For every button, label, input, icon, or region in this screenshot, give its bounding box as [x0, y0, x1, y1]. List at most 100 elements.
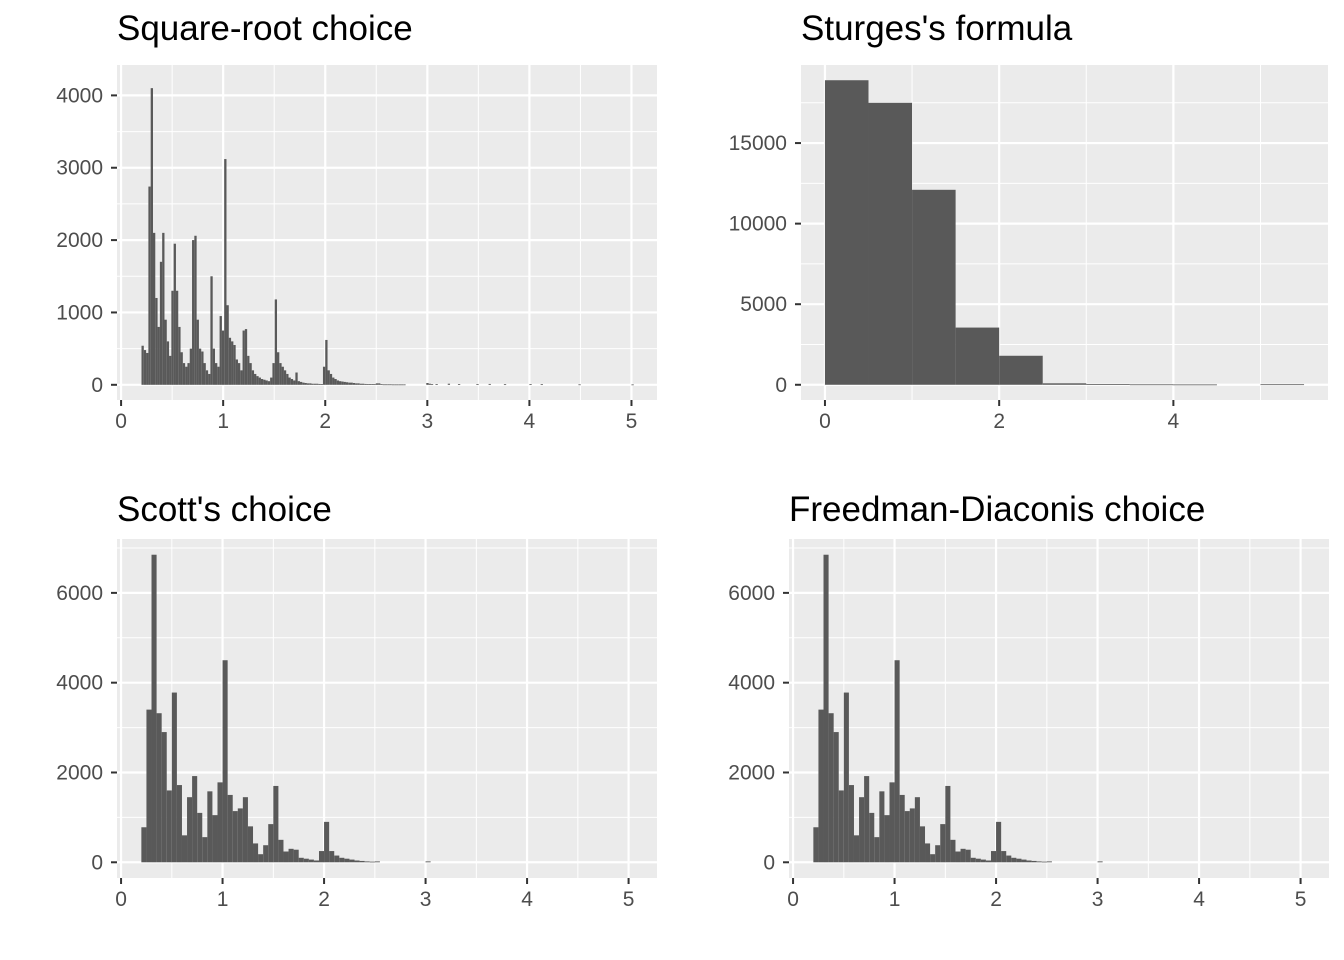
histogram-bar: [357, 383, 360, 385]
histogram-bar: [828, 713, 834, 863]
histogram-bar: [430, 384, 434, 386]
histogram-bar: [384, 384, 388, 386]
histogram-bar: [329, 851, 335, 863]
histogram-bar: [226, 305, 229, 385]
histogram-bar: [380, 384, 383, 386]
histogram-bar: [240, 370, 243, 385]
x-tick-label: 4: [1193, 888, 1205, 911]
histogram-bar: [428, 383, 431, 385]
histogram-bar: [166, 790, 172, 863]
histogram-bar: [141, 345, 144, 385]
histogram-bar: [980, 859, 986, 863]
histogram-bar: [205, 370, 209, 385]
y-tick-label: 0: [91, 851, 103, 874]
histogram-bar: [344, 858, 350, 863]
histogram-bar: [231, 341, 234, 385]
histogram-bar: [824, 80, 869, 385]
histogram-bar: [164, 319, 167, 385]
histogram-bar: [247, 355, 250, 385]
histogram-bar: [1041, 861, 1047, 863]
histogram-bar: [912, 189, 956, 385]
histogram-bar: [148, 186, 151, 385]
histogram-bar: [156, 713, 162, 863]
histogram-bar: [396, 384, 399, 386]
histogram-bar: [237, 363, 241, 385]
histogram-bar: [884, 815, 890, 863]
histogram-bar: [332, 377, 335, 385]
histogram-bar: [304, 383, 307, 385]
histogram-bar: [345, 382, 349, 385]
histogram-bar: [965, 849, 971, 863]
histogram-bar: [171, 290, 174, 385]
histogram-bar: [371, 384, 374, 385]
histogram-bar: [169, 355, 172, 385]
histogram-bar: [198, 348, 202, 385]
histogram-bar: [265, 380, 268, 385]
histogram-bar: [146, 709, 152, 863]
histogram-bar: [1006, 855, 1012, 863]
histogram-bar: [143, 350, 147, 385]
histogram-bar: [366, 384, 369, 385]
histogram-bar: [258, 377, 261, 385]
histogram-bar: [187, 363, 190, 385]
histogram-bar: [251, 370, 255, 385]
histogram-bar: [267, 381, 271, 385]
histogram-bar: [217, 782, 223, 863]
histogram-bar: [394, 384, 397, 386]
histogram-bar: [217, 366, 220, 385]
histogram-bar: [339, 381, 342, 385]
histogram-bar: [279, 363, 282, 385]
histogram-bar: [975, 858, 981, 863]
histogram-bar: [263, 379, 266, 385]
y-tick-label: 15000: [729, 132, 787, 155]
histogram-bar: [1026, 860, 1032, 863]
histogram-bar: [162, 232, 165, 385]
histogram-bar: [263, 845, 269, 863]
histogram-bar: [859, 797, 865, 863]
y-tick-label: 4000: [56, 672, 103, 695]
histogram-bar: [313, 860, 319, 863]
histogram-bar: [339, 857, 345, 863]
histogram-bar: [192, 240, 195, 385]
x-tick-label: 2: [990, 888, 1002, 911]
histogram-bar: [364, 861, 370, 863]
histogram-bar: [985, 860, 991, 863]
histogram-bar: [254, 373, 257, 385]
histogram-bar: [288, 377, 291, 385]
histogram-bar: [232, 811, 238, 863]
histogram-bar: [352, 383, 356, 385]
x-tick-label: 3: [421, 410, 433, 433]
histogram-bar: [274, 299, 278, 385]
histogram-bar: [322, 366, 326, 385]
x-tick-label: 2: [319, 410, 331, 433]
histogram-bar: [833, 732, 839, 863]
y-tick-label: 3000: [56, 157, 103, 180]
histogram-bar: [260, 379, 264, 385]
x-tick-label: 5: [623, 888, 635, 911]
histogram-bar: [864, 776, 870, 863]
histogram-bar: [203, 363, 206, 385]
histogram-bar: [208, 373, 211, 385]
histogram-bar: [889, 782, 895, 863]
y-tick-label: 0: [763, 851, 775, 874]
x-tick-label: 5: [626, 410, 638, 433]
histogram-bar: [277, 352, 280, 385]
histogram-bar: [244, 329, 248, 385]
histogram-bar: [955, 327, 1000, 385]
histogram-bar: [295, 372, 298, 385]
histogram-bar: [288, 848, 294, 863]
y-tick-label: 1000: [56, 301, 103, 324]
histogram-bar: [320, 384, 323, 385]
histogram-bar: [894, 660, 900, 863]
histogram-bar: [249, 363, 252, 385]
histogram-bar: [447, 383, 451, 385]
chart-title: Scott's choice: [117, 490, 332, 529]
histogram-bar: [1031, 860, 1037, 863]
x-tick-label: 4: [521, 888, 533, 911]
histogram-bar: [316, 383, 319, 385]
histogram-bar: [283, 851, 289, 863]
histogram-bar: [848, 785, 854, 863]
